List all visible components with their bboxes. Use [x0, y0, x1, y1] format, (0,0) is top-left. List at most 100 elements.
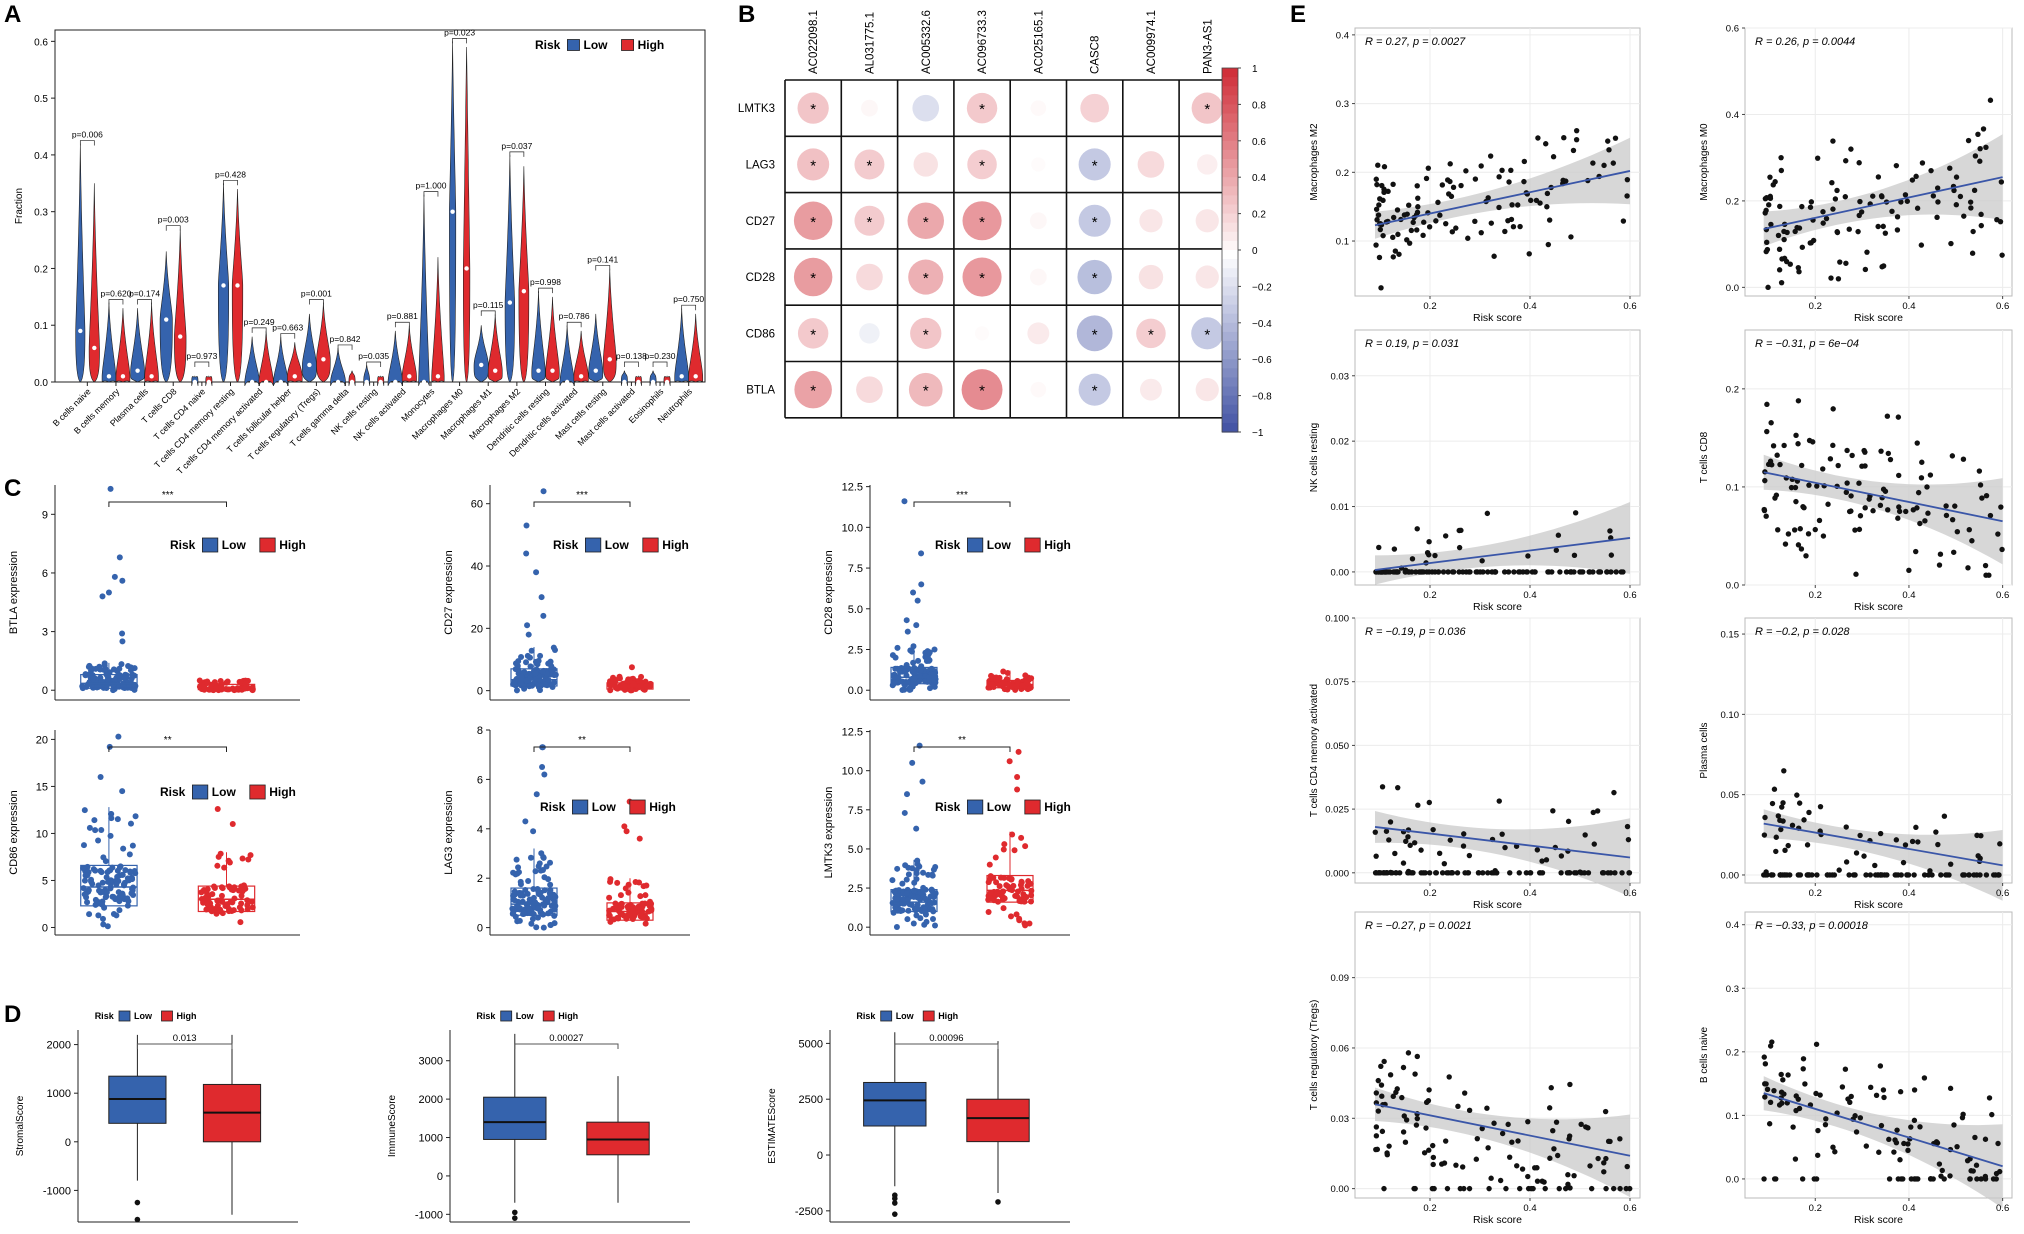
data-point-low: [889, 877, 896, 884]
data-point: [1514, 1163, 1520, 1169]
data-point-low: [917, 667, 924, 674]
correlation-circle: [962, 257, 1002, 297]
data-point: [1439, 870, 1446, 876]
data-point: [1445, 569, 1451, 575]
data-point: [1775, 813, 1782, 819]
data-point: [1381, 1058, 1387, 1065]
x-axis-title: Risk score: [1473, 899, 1522, 911]
data-point-high: [214, 862, 221, 869]
data-point: [1542, 1185, 1548, 1192]
y-tick-label: 0: [477, 686, 483, 698]
data-point: [1803, 553, 1809, 559]
data-point: [1843, 489, 1850, 496]
data-point-low: [903, 667, 910, 674]
violin-median-high: [178, 334, 183, 339]
data-point: [1608, 569, 1614, 575]
correlation-circle: [910, 317, 942, 349]
data-point: [1567, 569, 1574, 575]
data-point: [1391, 546, 1398, 552]
data-point: [1762, 814, 1768, 821]
significance-star: *: [867, 214, 873, 231]
data-point-low: [84, 871, 91, 878]
data-point: [1846, 872, 1852, 878]
data-point: [1880, 223, 1886, 230]
outlier-point-low: [892, 1195, 898, 1202]
significance-bracket: [595, 265, 611, 271]
outlier-point-low: [914, 597, 921, 604]
data-point: [1817, 1092, 1823, 1098]
data-point: [1432, 569, 1438, 575]
correlation-circle: [797, 92, 829, 124]
data-point: [1770, 182, 1776, 188]
data-point: [1426, 870, 1433, 876]
data-point: [1794, 792, 1800, 798]
data-point: [1502, 844, 1508, 851]
data-point: [1884, 413, 1891, 419]
data-point: [1461, 831, 1467, 837]
violin-high: [258, 330, 274, 386]
y-tick-label: 0.03: [1331, 371, 1350, 382]
data-point: [1779, 1100, 1785, 1106]
data-point-high: [1012, 892, 1019, 899]
data-point: [1376, 202, 1382, 208]
data-point: [1795, 398, 1802, 404]
y-tick-label: 0.0: [34, 378, 48, 389]
data-point-high: [226, 859, 233, 866]
data-point-low: [95, 837, 102, 844]
data-point: [1526, 251, 1532, 257]
y-tick-label: 0.10: [1721, 710, 1740, 721]
data-point-high: [207, 685, 214, 692]
data-point: [1439, 182, 1446, 188]
legend-c-high-label: High: [279, 538, 306, 552]
data-point-low: [552, 646, 559, 653]
data-point-low: [532, 670, 539, 677]
x-axis-title: Risk score: [1854, 899, 1903, 911]
violin-median-low: [192, 379, 198, 385]
data-point: [1762, 1061, 1769, 1067]
data-point-low: [894, 644, 901, 651]
legend-d-high-swatch: [161, 1010, 173, 1022]
significance-bracket: [533, 501, 631, 507]
data-point: [1384, 1152, 1390, 1158]
data-point-high: [242, 680, 249, 687]
colorbar-segment: [1222, 304, 1238, 315]
x-tick-label: 0.4: [1523, 888, 1536, 899]
box-low: [80, 673, 138, 689]
data-point-high: [1004, 669, 1011, 676]
data-point: [1410, 219, 1416, 226]
data-point: [1375, 1077, 1381, 1084]
data-point: [1506, 179, 1512, 185]
data-point: [1479, 558, 1485, 564]
y-tick-label: 2500: [799, 1094, 823, 1106]
significance-bracket: [624, 361, 639, 367]
data-point: [1610, 160, 1616, 166]
data-point: [1792, 1156, 1799, 1162]
data-point: [1971, 187, 1978, 194]
data-point: [1505, 1121, 1511, 1128]
significance-star: *: [810, 214, 816, 231]
outlier-point-high: [628, 664, 635, 671]
violin-median-high: [693, 374, 698, 379]
significance-star: *: [1092, 326, 1098, 343]
data-point: [1852, 872, 1858, 878]
violin-high: [174, 228, 187, 383]
data-point: [1558, 870, 1564, 876]
data-point: [1768, 221, 1774, 228]
significance-bracket: [309, 299, 324, 305]
data-point: [1379, 1093, 1385, 1099]
data-point: [1528, 197, 1534, 204]
data-point: [1570, 147, 1577, 154]
legend-c-high-label: High: [649, 800, 676, 814]
data-point: [1467, 569, 1473, 575]
data-point-low: [910, 659, 917, 666]
colorbar-segment: [1222, 277, 1238, 287]
x-tick-label: 0.2: [1423, 301, 1436, 312]
data-point: [1909, 177, 1916, 183]
y-axis-title: CD27 expression: [443, 550, 455, 634]
data-point: [1843, 859, 1850, 865]
data-point: [1561, 134, 1567, 141]
violin-low: [130, 308, 145, 383]
data-point: [1610, 1185, 1617, 1192]
data-point: [1430, 1161, 1436, 1168]
